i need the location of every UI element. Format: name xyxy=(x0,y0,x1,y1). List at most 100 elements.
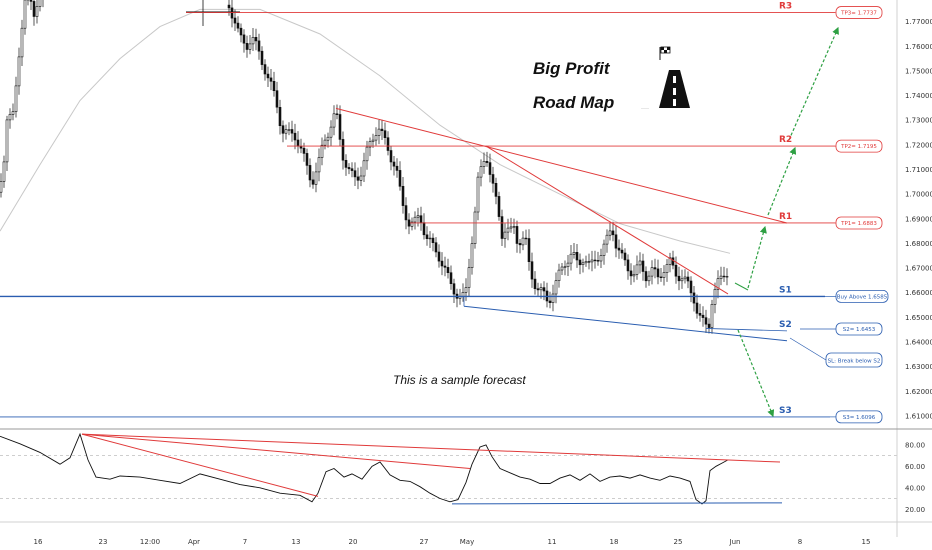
candle-body xyxy=(686,276,690,282)
price-tick-label: 1.75000 xyxy=(905,67,932,75)
candle-body xyxy=(491,174,495,184)
candle-body xyxy=(17,56,21,87)
candle-body xyxy=(485,161,489,163)
candle-body xyxy=(641,260,645,272)
candle-body xyxy=(620,249,624,254)
candle-body xyxy=(494,183,498,197)
candle-body xyxy=(374,135,378,141)
level-label-r1: R1 xyxy=(779,212,792,222)
candle-body xyxy=(371,139,375,142)
rsi-resistance-trendline xyxy=(81,433,319,497)
price-tick-label: 1.73000 xyxy=(905,117,932,125)
candle-body xyxy=(2,161,6,182)
time-tick-label: 8 xyxy=(798,538,802,546)
candle-body xyxy=(521,237,525,246)
candle-body xyxy=(365,146,369,162)
rsi-layer xyxy=(0,432,897,505)
candle-body xyxy=(662,272,666,278)
candle-body xyxy=(386,137,390,151)
price-tick-label: 1.65000 xyxy=(905,314,932,322)
time-tick-label: 27 xyxy=(420,538,429,546)
candle-body xyxy=(293,132,297,141)
candle-body xyxy=(437,251,441,262)
candle-body xyxy=(647,275,651,282)
forecast-tick xyxy=(734,282,749,291)
callout-text-sl: SL: Break below S2 xyxy=(828,359,881,365)
candle-body xyxy=(431,237,435,244)
candle-body xyxy=(410,221,414,227)
price-tick-label: 1.67000 xyxy=(905,265,932,273)
candle-body xyxy=(428,237,432,240)
candle-body xyxy=(14,85,18,112)
candle-body xyxy=(653,267,657,270)
candle-body xyxy=(440,260,444,267)
moving-average-layer xyxy=(0,8,731,254)
candle-body xyxy=(719,275,723,280)
candle-body xyxy=(671,257,675,266)
rsi-line xyxy=(0,432,729,505)
candle-body xyxy=(614,234,618,249)
candle-body xyxy=(35,6,39,17)
level-label-s2: S2 xyxy=(779,320,792,330)
candle-body xyxy=(287,129,291,131)
forecast-arrows-layer xyxy=(734,26,839,418)
candle-body xyxy=(518,243,522,246)
candle-body xyxy=(359,175,363,181)
candle-body xyxy=(413,216,417,223)
price-tick-label: 1.77000 xyxy=(905,18,932,26)
callout-text-s1: Buy Above 1.6585 xyxy=(837,294,888,300)
candle-body xyxy=(605,234,609,245)
candle-body xyxy=(341,139,345,161)
candle-body xyxy=(482,161,486,167)
candle-body xyxy=(434,242,438,253)
candle-body xyxy=(626,259,630,272)
candle-body xyxy=(272,81,276,92)
price-tick-label: 1.72000 xyxy=(905,141,932,149)
rsi-tick-label: 60.00 xyxy=(905,463,925,471)
candle-body xyxy=(725,275,729,278)
candle-body xyxy=(464,287,468,293)
level-label-r2: R2 xyxy=(779,135,792,145)
candle-body xyxy=(497,196,501,217)
candle-body xyxy=(11,111,15,115)
forecast-note: This is a sample forecast xyxy=(393,373,526,387)
candle-body xyxy=(527,238,531,263)
candle-body xyxy=(467,267,471,288)
candle-body xyxy=(335,113,339,115)
candle-body xyxy=(245,42,249,50)
candle-body xyxy=(596,260,600,262)
candle-body xyxy=(446,267,450,273)
candle-body xyxy=(689,280,693,294)
callout-text-r3: TP3= 1.7737 xyxy=(840,11,877,17)
candle-body xyxy=(20,27,24,58)
time-tick-label: 7 xyxy=(243,538,247,546)
price-tick-label: 1.71000 xyxy=(905,166,932,174)
candle-body xyxy=(554,280,558,295)
time-tick-label: Jun xyxy=(729,538,741,546)
candle-body xyxy=(656,268,660,278)
candle-body xyxy=(599,255,603,262)
candle-body xyxy=(563,266,567,268)
candle-body xyxy=(698,312,702,316)
candle-body xyxy=(542,287,546,292)
candle-body xyxy=(254,36,258,42)
candle-body xyxy=(722,275,726,278)
level-label-s1: S1 xyxy=(779,285,792,295)
candle-body xyxy=(476,176,480,213)
forecast-arrow xyxy=(788,26,839,141)
candle-body xyxy=(0,181,3,193)
candle-body xyxy=(659,276,663,278)
chart-title-line2: Road Map xyxy=(533,93,614,112)
labels-layer: R3 TP3= 1.7737 R2 TP2= 1.7195 R1 TP1= 1.6883 S… xyxy=(779,2,888,421)
candle-body xyxy=(644,271,648,282)
candle-body xyxy=(422,222,426,236)
candle-body xyxy=(425,234,429,240)
candle-body xyxy=(407,219,411,227)
candle-body xyxy=(269,77,273,82)
callout-box-r3 xyxy=(835,6,883,19)
candle-body xyxy=(380,128,384,132)
candle-body xyxy=(239,27,243,36)
